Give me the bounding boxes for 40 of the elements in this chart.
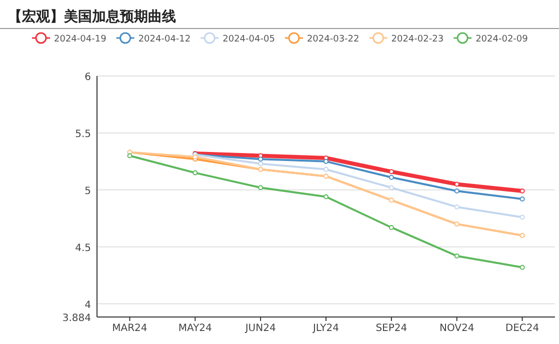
point: [388, 169, 394, 174]
legend-label: 2024-02-23: [391, 34, 444, 44]
point: [454, 188, 460, 194]
y-tick-label: 5: [84, 186, 91, 197]
point: [388, 174, 394, 180]
point: [258, 161, 264, 166]
legend-label: 2024-03-22: [306, 34, 360, 44]
point: [324, 194, 328, 200]
x-tick-label: JLY24: [312, 323, 340, 334]
legend-label: 2024-04-05: [222, 34, 275, 44]
x-tick-label: DEC24: [505, 323, 540, 334]
point: [324, 158, 328, 164]
point: [520, 264, 525, 270]
point: [520, 188, 525, 194]
point: [454, 204, 460, 210]
point: [388, 185, 394, 190]
y-tick-label: 3.884: [62, 313, 91, 324]
x-tick-label: NOV24: [439, 323, 474, 334]
point: [127, 153, 132, 158]
y-tick-label: 4.5: [75, 242, 91, 254]
legend-label: 2024-04-19: [54, 34, 107, 44]
point: [454, 253, 460, 258]
point: [192, 170, 198, 176]
chart-title: 【宏观】美国加息预期曲线: [8, 8, 176, 24]
y-tick-label: 4: [84, 300, 91, 311]
point: [520, 196, 525, 202]
x-tick-label: MAR24: [112, 323, 148, 334]
legend-label: 2024-02-09: [476, 34, 528, 44]
point: [258, 185, 264, 190]
x-tick-label: JUN24: [244, 323, 276, 334]
point: [258, 156, 264, 162]
x-tick-label: SEP24: [376, 323, 408, 334]
point: [454, 182, 460, 187]
y-tick-label: 5.5: [75, 128, 91, 140]
point: [324, 166, 328, 172]
point: [388, 224, 394, 230]
point: [520, 214, 525, 220]
y-tick-label: 6: [84, 72, 91, 83]
legend-label: 2024-04-12: [138, 34, 191, 44]
x-tick-label: MAY24: [178, 323, 212, 334]
